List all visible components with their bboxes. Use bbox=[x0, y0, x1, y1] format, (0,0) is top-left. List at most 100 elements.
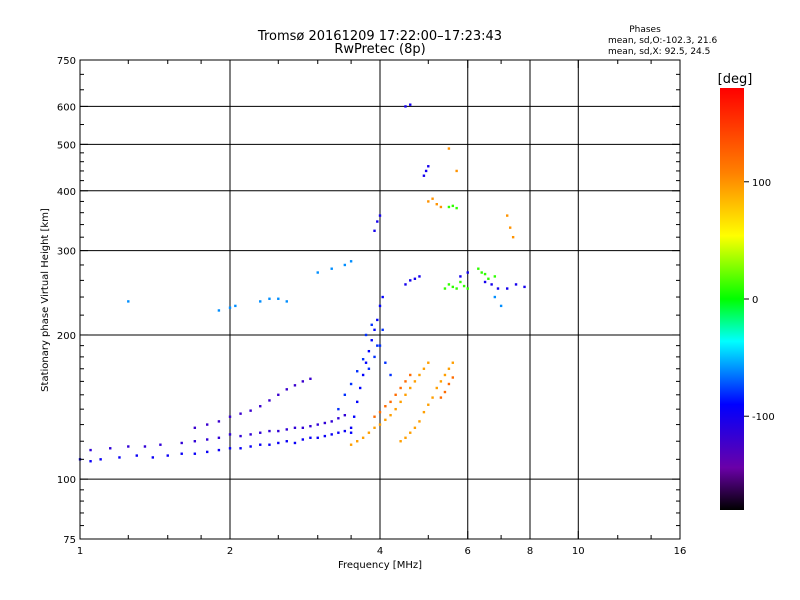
data-point bbox=[373, 426, 376, 430]
data-point bbox=[394, 393, 397, 397]
data-point bbox=[451, 361, 455, 364]
y-tick-label: 75 bbox=[63, 535, 76, 546]
data-point bbox=[422, 410, 426, 414]
data-point bbox=[301, 426, 305, 430]
data-point bbox=[316, 436, 319, 439]
data-point bbox=[384, 418, 387, 422]
data-point bbox=[268, 429, 271, 433]
info-line1: mean, sd,O:-102.3, 21.6 bbox=[608, 36, 718, 46]
data-point bbox=[447, 367, 451, 370]
data-point bbox=[249, 433, 252, 436]
data-point bbox=[323, 434, 327, 438]
data-point bbox=[355, 370, 359, 373]
data-point bbox=[373, 328, 376, 332]
x-tick-label: 2 bbox=[227, 546, 233, 557]
data-point bbox=[349, 443, 353, 446]
chart-subtitle: RwPretec (8p) bbox=[334, 42, 425, 57]
data-point bbox=[343, 393, 347, 397]
data-point bbox=[505, 287, 509, 290]
data-point bbox=[455, 206, 458, 210]
data-point bbox=[355, 400, 359, 404]
data-point bbox=[493, 275, 497, 278]
data-point bbox=[127, 445, 130, 448]
data-point bbox=[399, 440, 402, 443]
data-point bbox=[439, 205, 443, 209]
data-point bbox=[431, 197, 434, 200]
data-point bbox=[443, 287, 447, 290]
y-axis-ticks: 75 100 200 300 400 500 600 750 bbox=[57, 56, 680, 546]
data-point bbox=[447, 382, 451, 386]
data-point bbox=[309, 424, 312, 428]
data-point bbox=[499, 304, 503, 308]
data-point bbox=[316, 271, 319, 274]
data-point bbox=[381, 295, 384, 299]
data-point bbox=[217, 309, 221, 312]
data-point bbox=[487, 277, 490, 280]
data-point bbox=[451, 204, 455, 208]
data-point bbox=[514, 283, 518, 286]
data-point bbox=[301, 438, 305, 441]
data-point bbox=[373, 415, 376, 418]
data-point bbox=[343, 413, 347, 417]
data-point bbox=[285, 300, 288, 303]
data-point bbox=[323, 421, 327, 425]
data-point bbox=[376, 220, 379, 223]
colorbar-ticks: 100 0 -100 bbox=[744, 178, 775, 423]
data-point bbox=[285, 428, 288, 431]
data-point bbox=[285, 388, 288, 391]
data-points bbox=[78, 103, 526, 463]
data-point bbox=[259, 405, 262, 408]
data-point bbox=[109, 447, 112, 450]
data-point bbox=[193, 452, 197, 455]
data-point bbox=[409, 279, 412, 282]
y-tick-label: 300 bbox=[57, 247, 76, 258]
data-point bbox=[466, 287, 469, 290]
data-point bbox=[455, 287, 458, 290]
data-point bbox=[376, 344, 379, 347]
data-point bbox=[427, 403, 430, 406]
data-point bbox=[378, 304, 382, 308]
data-point bbox=[293, 441, 297, 445]
data-point bbox=[404, 105, 407, 108]
data-point bbox=[228, 306, 232, 309]
x-tick-label: 4 bbox=[377, 546, 383, 557]
colorbar-tick-label: 0 bbox=[752, 295, 758, 306]
data-point bbox=[404, 393, 407, 397]
data-point bbox=[337, 431, 340, 434]
data-point bbox=[205, 438, 209, 441]
data-point bbox=[409, 431, 412, 434]
data-point bbox=[422, 174, 426, 177]
data-point bbox=[361, 436, 365, 439]
data-point bbox=[378, 214, 382, 217]
data-point bbox=[159, 443, 162, 446]
data-point bbox=[239, 447, 242, 450]
y-axis-label: Stationary phase Virtual Height [km] bbox=[40, 208, 51, 392]
x-tick-label: 10 bbox=[572, 546, 585, 557]
x-axis-label: Frequency [MHz] bbox=[338, 560, 422, 571]
data-point bbox=[451, 285, 455, 289]
data-point bbox=[483, 272, 487, 276]
data-point bbox=[413, 426, 417, 430]
data-point bbox=[409, 103, 412, 106]
data-point bbox=[399, 386, 402, 390]
data-point bbox=[249, 445, 252, 448]
data-point bbox=[99, 458, 102, 461]
data-point bbox=[268, 443, 271, 446]
data-point bbox=[447, 205, 451, 209]
data-point bbox=[422, 367, 426, 370]
data-point bbox=[370, 339, 373, 342]
data-point bbox=[418, 275, 421, 278]
data-point bbox=[180, 441, 183, 445]
data-point bbox=[316, 423, 319, 426]
data-point bbox=[180, 452, 183, 455]
colorbar-label: [deg] bbox=[718, 72, 753, 87]
data-point bbox=[143, 445, 147, 448]
data-point bbox=[404, 283, 407, 286]
data-point bbox=[228, 447, 232, 450]
data-point bbox=[508, 226, 512, 229]
data-point bbox=[373, 355, 376, 359]
data-point bbox=[459, 275, 462, 278]
data-point bbox=[193, 426, 197, 430]
data-point bbox=[309, 377, 312, 380]
